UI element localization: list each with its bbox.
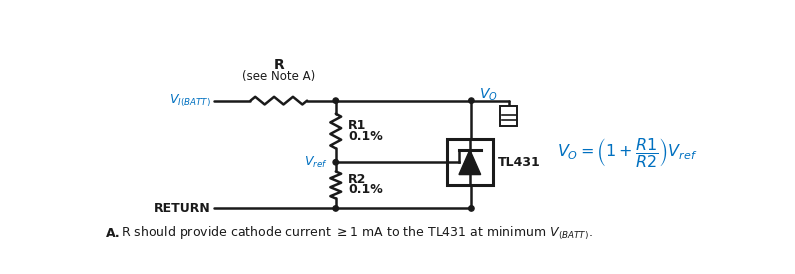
Text: R2: R2 <box>348 173 366 186</box>
Circle shape <box>333 98 339 103</box>
Text: R: R <box>273 58 284 72</box>
Polygon shape <box>459 150 481 175</box>
Circle shape <box>469 206 474 211</box>
Bar <box>500 106 517 126</box>
Circle shape <box>333 206 339 211</box>
Text: $\mathit{V}_{O}=\left(1+\dfrac{R1}{R2}\right)\mathit{V}_{ref}$: $\mathit{V}_{O}=\left(1+\dfrac{R1}{R2}\r… <box>556 136 697 169</box>
Text: TL431: TL431 <box>498 156 541 169</box>
Text: 0.1%: 0.1% <box>348 184 383 196</box>
Text: 0.1%: 0.1% <box>348 130 383 142</box>
Text: RETURN: RETURN <box>154 202 211 215</box>
Text: R1: R1 <box>348 119 366 132</box>
Text: $\mathit{V}_{\mathit{ref}}$: $\mathit{V}_{\mathit{ref}}$ <box>304 155 328 170</box>
Text: $\mathit{V}_{\mathit{I(BATT)}}$: $\mathit{V}_{\mathit{I(BATT)}}$ <box>169 92 211 109</box>
Text: $\mathit{V}_{\mathit{O}}$: $\mathit{V}_{\mathit{O}}$ <box>479 86 498 103</box>
Text: A.: A. <box>106 227 120 240</box>
Circle shape <box>469 98 474 103</box>
Circle shape <box>333 159 339 165</box>
Bar <box>447 139 493 185</box>
Text: (see Note A): (see Note A) <box>242 70 316 83</box>
Text: R should provide cathode current $\geq$1 mA to the TL431 at minimum $\mathit{V}_: R should provide cathode current $\geq$1… <box>121 225 593 242</box>
